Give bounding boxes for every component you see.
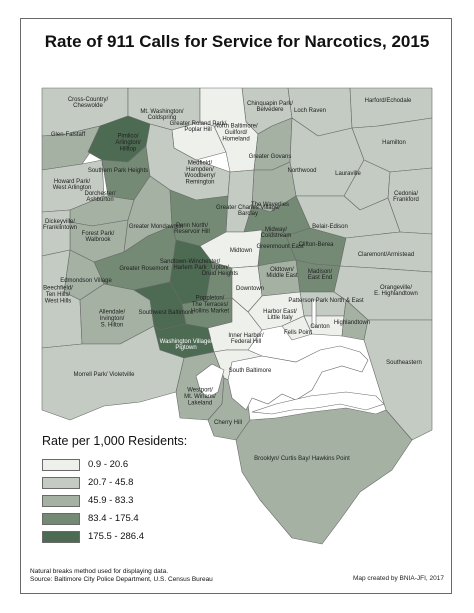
neighborhood-area-dickeyville [41,209,71,257]
legend-swatch [42,458,80,471]
label-inner-harbor: Inner Harbor/Federal Hill [228,333,264,345]
label-greater-mondawmin: Greater Mondawmin [129,224,183,230]
label-lauraville: Lauraville [335,171,361,177]
label-southeastern: Southeastern [386,360,422,366]
label-penn-north: Penn North/Reservoir Hill [174,223,210,235]
legend-swatch [42,476,80,489]
label-midway: Midway/Coldstream [261,227,292,239]
label-south-baltimore: South Baltimore [229,368,272,374]
legend-label: 175.5 - 286.4 [88,531,144,542]
label-edmondson: Edmondson Village [60,278,112,284]
label-poppleton: Poppleton/The Terraces/Hollins Market [191,296,229,315]
label-washington-village: Washington Village/Pigtown [160,339,213,351]
label-highlandtown: Highlandtown [334,320,370,326]
label-northwood: Northwood [287,168,316,174]
label-waverlies: The Waverlies [251,202,289,208]
label-chinquapin: Chinquapin Park/Belvedere [247,101,293,113]
label-medfield: Medfield/Hampden/Woodberry/Remington [185,160,216,185]
legend-swatch [42,494,80,507]
legend-label: 45.9 - 83.3 [88,495,134,506]
label-beechfield: Beechfield/Ten Hills/West Hills [43,286,73,305]
label-cherry-hill: Cherry Hill [214,420,242,426]
label-charles-village: Greater Charles Village/Barclay [216,205,280,217]
label-belair-edison: Belair-Edison [312,224,348,230]
label-dorchester: Dorchester/Ashburton [84,191,115,203]
label-cross-country: Cross-Country/Cheswolde [68,97,109,109]
label-pimlico: Pimlico/Arlington/Hilltop [115,134,141,153]
label-patterson-park: Patterson Park North & East [288,298,364,304]
label-morrell-park: Morrell Park/ Violetville [74,372,136,378]
label-orangeville: Orangeville/E. Highlandtown [374,285,418,297]
label-greater-rosemont: Greater Rosemont [119,266,169,272]
label-harford: Harford/Echodale [365,98,412,104]
legend-label: 83.4 - 175.4 [88,513,139,524]
label-oldtown: Oldtown/Middle East [266,267,298,279]
label-mt-washington: Mt. Washington/Coldspring [140,109,183,121]
label-north-baltimore: North Baltimore/Guilford/Homeland [214,124,258,143]
label-fells-point: Fells Point [284,330,312,336]
legend-item-5: 175.5 - 286.4 [42,530,144,543]
label-southern-park-heights: Southern Park Heights [88,168,148,174]
legend-title: Rate per 1,000 Residents: [42,434,188,448]
label-midtown: Midtown [230,248,252,254]
legend-label: 20.7 - 45.8 [88,477,134,488]
label-greenmount-east: Greenmount East [256,244,303,250]
neighborhood-labels: Cross-Country/Cheswolde Mt. Washington/C… [43,97,422,462]
label-westport: Westport/Mt. Winans/Lakeland [184,388,216,407]
label-greater-govans: Greater Govans [249,154,292,160]
label-sandtown: Sandtown-Winchester/Harlem Park [160,259,221,271]
label-hamilton: Hamilton [382,140,406,146]
source-note: Source: Baltimore City Police Department… [30,576,213,583]
label-madison: Madison/East End [308,269,333,281]
legend-swatch [42,530,80,543]
credit-note: Map created by BNIA-JFI, 2017 [352,575,444,582]
legend-item-1: 0.9 - 20.6 [42,458,128,471]
legend-label: 0.9 - 20.6 [88,459,129,470]
map-title: Rate of 911 Calls for Service for Narcot… [44,32,430,51]
legend-item-4: 83.4 - 175.4 [42,512,139,525]
label-downtown: Downtown [236,286,264,292]
label-cedonia: Cedonia/Frankford [393,191,419,203]
label-forest-park: Forest Park/Walbrook [82,231,115,243]
label-upton: Upton/Druid Heights [202,265,238,277]
label-glen-falstaff: Glen-Falstaff [51,132,86,138]
label-harbor-east: Harbor East/Little Italy [263,309,297,321]
label-canton: Canton [310,324,329,330]
label-roland-park: Greater Roland Park/Poplar Hill [170,121,227,133]
label-southwest-baltimore: Southwest Baltimore [138,310,194,316]
legend-swatch [42,512,80,525]
method-note: Natural breaks method used for displayin… [30,568,169,575]
label-howard-park: Howard Park/West Arlington [53,179,92,191]
label-loch-raven: Loch Raven [294,108,326,114]
label-claremont: Claremont/Armistead [358,252,414,258]
legend-item-2: 20.7 - 45.8 [42,476,133,489]
label-brooklyn: Brooklyn/ Curtis Bay/ Hawkins Point [254,456,350,462]
harbor-water [195,299,385,415]
legend-item-3: 45.9 - 83.3 [42,494,133,507]
label-allendale: Allendale/Irvington/S. Hilton [99,310,126,329]
neighborhood-area-brooklyn [235,407,413,545]
label-dickeyville: Dickeyville/Franklintown [43,219,77,231]
label-clifton-berea: Clifton-Berea [298,242,334,248]
